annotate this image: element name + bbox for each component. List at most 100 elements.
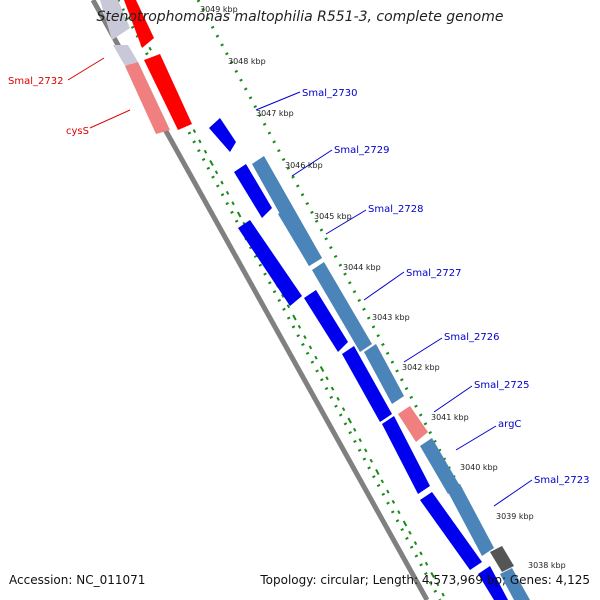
forward-strand-genes: [209, 118, 530, 600]
kbp-label-3045: 3045 kbp: [314, 212, 352, 221]
gene-label-argc[interactable]: argC: [498, 419, 521, 430]
kbp-label-3046: 3046 kbp: [285, 161, 323, 170]
gene-labels: Smal_2732 cysS Smal_2730 Smal_2729 Smal_…: [8, 76, 589, 486]
kbp-tick-dash: [225, 190, 230, 195]
kbp-tick-dash: [402, 520, 408, 527]
kbp-tick-dash: [286, 304, 291, 309]
gene-smal2730: [209, 118, 236, 152]
gene-smal2727-band: [312, 262, 372, 352]
gene-gray-tail: [490, 546, 514, 572]
gene-smal2723: [420, 492, 482, 570]
gene-leader-lines: [67, 57, 533, 507]
kbp-tick-dash: [325, 376, 329, 381]
kbp-tick-dash: [435, 582, 440, 587]
gene-label-smal2725[interactable]: Smal_2725: [474, 380, 529, 391]
kbp-tick-dash: [292, 314, 297, 321]
kbp-tick-dash: [148, 46, 152, 51]
kbp-tick-dash: [220, 180, 224, 185]
kbp-tick-dash: [408, 530, 412, 535]
kbp-tick-dash: [424, 561, 429, 566]
kbp-tick-dash: [336, 396, 340, 401]
leader-argc: [455, 425, 497, 451]
gene-smal2726-band: [364, 344, 404, 404]
kbp-tick-dash: [430, 572, 435, 578]
kbp-tick-dash: [330, 386, 335, 391]
kbp-tick-dash: [198, 139, 202, 144]
outer-dotted-ring: [196, 0, 522, 600]
kbp-label-3044: 3044 kbp: [343, 263, 381, 272]
genome-summary-text: Topology: circular; Length: 4,573,969 bp…: [260, 573, 590, 587]
kbp-tick-dash: [391, 499, 396, 504]
gene-top-red-small: [124, 0, 154, 48]
gene-top-gray: [100, 0, 130, 40]
kbp-tick-dash: [441, 592, 445, 597]
gene-smal2728-band: [278, 206, 322, 266]
leader-cyss: [89, 109, 131, 129]
gene-smal2732: [144, 54, 192, 130]
leader-smal2730: [255, 91, 301, 111]
leader-smal2729: [291, 149, 333, 177]
gene-smal2732-band-pink: [125, 62, 170, 134]
kbp-label-3038: 3038 kbp: [528, 561, 566, 570]
reverse-strand-genes: [100, 0, 192, 134]
kbp-label-3041: 3041 kbp: [431, 413, 469, 422]
kbp-tick-dash: [236, 211, 242, 218]
kbp-tick-dash: [281, 293, 285, 298]
kbp-tick-dash: [303, 335, 307, 340]
gene-bottom-band: [500, 568, 530, 600]
leader-smal2725: [433, 385, 473, 413]
kbp-tick-dash: [297, 324, 302, 329]
gene-label-smal2732[interactable]: Smal_2732: [8, 76, 63, 87]
kbp-tick-dash: [358, 438, 362, 443]
kbp-tick-dash: [341, 407, 346, 412]
gene-argc-band: [398, 406, 428, 442]
gene-argc: [382, 416, 430, 494]
kbp-label-3048: 3048 kbp: [228, 57, 266, 66]
gene-label-smal2727[interactable]: Smal_2727: [406, 268, 461, 279]
leader-smal2728: [325, 209, 367, 235]
kbp-tick-dash: [397, 510, 401, 515]
accession-text: Accession: NC_011071: [9, 573, 146, 587]
kbp-tick-dash: [419, 551, 423, 556]
gene-label-cyss[interactable]: cysS: [66, 126, 89, 137]
leader-smal2726: [403, 337, 443, 363]
gene-label-smal2729[interactable]: Smal_2729: [334, 145, 389, 156]
gene-smal2723-band: [448, 484, 494, 556]
kbp-label-3039: 3039 kbp: [496, 512, 534, 521]
gene-label-smal2723[interactable]: Smal_2723: [534, 475, 589, 486]
leader-smal2732: [67, 57, 105, 81]
gene-smal2729: [234, 164, 272, 218]
gene-smal2726: [342, 346, 392, 422]
inner-dotted-ring: [116, 0, 442, 600]
kbp-tick-dash: [386, 489, 390, 494]
kbp-label-3040: 3040 kbp: [460, 463, 498, 472]
kbp-tick-dash: [214, 170, 219, 175]
kbp-label-3047: 3047 kbp: [256, 109, 294, 118]
kbp-tick-dash: [231, 201, 235, 206]
gene-label-smal2728[interactable]: Smal_2728: [368, 204, 423, 215]
gene-bottom: [478, 566, 508, 600]
kbp-tick-dash: [203, 149, 208, 154]
kbp-tick-dash: [364, 448, 368, 453]
kbp-labels: 3049 kbp 3048 kbp 3047 kbp 3046 kbp 3045…: [200, 5, 566, 570]
kbp-tick-dash: [308, 345, 313, 350]
kbp-tick-dash: [192, 129, 197, 134]
kbp-label-3042: 3042 kbp: [402, 363, 440, 372]
kbp-tick-dash: [369, 458, 373, 463]
gene-smal2727: [304, 290, 348, 352]
kbp-tick-dash: [413, 541, 418, 546]
kbp-tick-dash: [375, 469, 380, 475]
gene-label-smal2726[interactable]: Smal_2726: [444, 332, 499, 343]
kbp-tick-dash: [347, 417, 352, 424]
leader-smal2723: [493, 479, 533, 507]
kbp-label-3049: 3049 kbp: [200, 5, 238, 14]
kbp-tick-dash: [353, 427, 357, 432]
gene-label-smal2730[interactable]: Smal_2730: [302, 88, 357, 99]
gene-smal2725-band: [420, 438, 460, 494]
kbp-tick-dash: [314, 355, 318, 360]
gene-smal2732-band: [113, 45, 138, 66]
kbp-tick-dash: [319, 366, 325, 372]
kbp-tick-dash: [209, 160, 214, 166]
gene-smal2728: [238, 220, 302, 306]
